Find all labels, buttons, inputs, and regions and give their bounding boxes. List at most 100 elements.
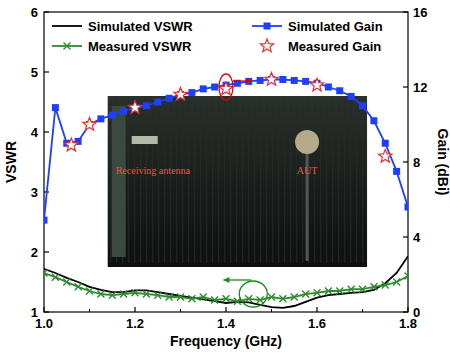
absorber [176, 100, 177, 263]
data-point [302, 78, 309, 85]
y-axis-title: VSWR [3, 141, 19, 183]
x-minor-tick [180, 309, 181, 312]
data-point [52, 274, 59, 281]
x-tick [316, 307, 317, 312]
x-tick-label: 1.4 [217, 316, 236, 331]
legend-swatch [52, 25, 82, 27]
data-point [348, 93, 355, 100]
y2-tick [403, 236, 408, 237]
absorber [224, 100, 225, 263]
data-point [291, 77, 298, 84]
data-point [188, 295, 195, 302]
x-axis-title: Frequency (GHz) [170, 333, 282, 349]
absorber [260, 100, 261, 263]
absorber [188, 100, 189, 263]
data-point [109, 112, 116, 119]
absorber [230, 100, 231, 263]
absorber [248, 100, 249, 263]
data-point [44, 270, 48, 277]
absorber [200, 100, 201, 263]
data-point [143, 102, 150, 109]
data-point [200, 85, 207, 92]
absorber [158, 100, 159, 263]
data-point [336, 87, 343, 94]
legend: Simulated VSWRMeasured VSWRSimulated Gai… [52, 19, 383, 54]
x-tick [225, 307, 226, 312]
absorber [146, 100, 147, 263]
data-point [166, 294, 173, 301]
y-tick [44, 11, 49, 12]
legend-label: Simulated Gain [288, 19, 383, 34]
absorber [218, 100, 219, 263]
data-point [245, 295, 252, 302]
annotation: Receiving antenna [116, 165, 191, 176]
data-point [211, 297, 218, 304]
x-tick [134, 307, 135, 312]
x-minor-tick [362, 309, 363, 312]
y-tick-label: 4 [31, 125, 39, 140]
vswr-indicator [239, 281, 267, 307]
x-tick [407, 307, 408, 312]
data-point [63, 279, 70, 286]
y2-tick [403, 311, 408, 312]
data-point [128, 101, 141, 114]
absorber [194, 100, 195, 263]
legend-marker [260, 39, 273, 52]
y2-tick [403, 11, 408, 12]
data-point [268, 294, 275, 301]
data-point [382, 140, 389, 147]
data-point [291, 294, 298, 301]
data-point [405, 273, 409, 280]
data-point [302, 291, 309, 298]
x-tick-label: 1.6 [308, 316, 326, 331]
data-point [52, 104, 59, 111]
legend-label: Measured Gain [288, 39, 381, 54]
absorber [290, 100, 291, 263]
data-point [314, 289, 321, 296]
absorber [278, 100, 279, 263]
y-tick-label: 3 [31, 185, 38, 200]
data-point [325, 84, 332, 91]
chart: Receiving antennaAUT1.01.21.41.61.812345… [0, 0, 450, 358]
absorber [140, 100, 141, 263]
data-point [370, 283, 377, 290]
absorber [344, 100, 345, 263]
legend-label: Measured VSWR [88, 39, 192, 54]
data-point [211, 84, 218, 91]
data-point [154, 292, 161, 299]
vswr-arrowhead [223, 277, 229, 283]
data-point [359, 102, 366, 109]
absorber [266, 100, 267, 263]
y-tick-label: 2 [31, 245, 38, 260]
data-point [120, 108, 127, 115]
absorber [314, 100, 315, 263]
data-point [219, 82, 232, 95]
data-point [382, 282, 389, 289]
absorber [320, 100, 321, 263]
y-tick [44, 71, 49, 72]
data-point [393, 168, 400, 175]
data-point [97, 115, 104, 122]
absorber [254, 100, 255, 263]
data-point [166, 95, 173, 102]
absorber [212, 100, 213, 263]
data-point [174, 88, 187, 101]
y-tick [44, 311, 49, 312]
y-tick-label: 5 [31, 65, 38, 80]
data-point [188, 89, 195, 96]
data-point [65, 138, 78, 151]
y2-axis-title: Gain (dBi) [435, 129, 450, 196]
data-point [310, 78, 323, 91]
legend-marker [264, 23, 271, 30]
y2-tick-label: 0 [413, 305, 420, 320]
absorber [284, 100, 285, 263]
receiving-antenna-shape [132, 136, 158, 144]
data-point [245, 78, 252, 85]
series-line [44, 273, 408, 301]
absorber [236, 100, 237, 263]
absorber [296, 100, 297, 263]
absorber [110, 100, 111, 263]
data-point [86, 288, 93, 295]
plot-frame [44, 12, 408, 312]
photo-post [112, 106, 126, 257]
